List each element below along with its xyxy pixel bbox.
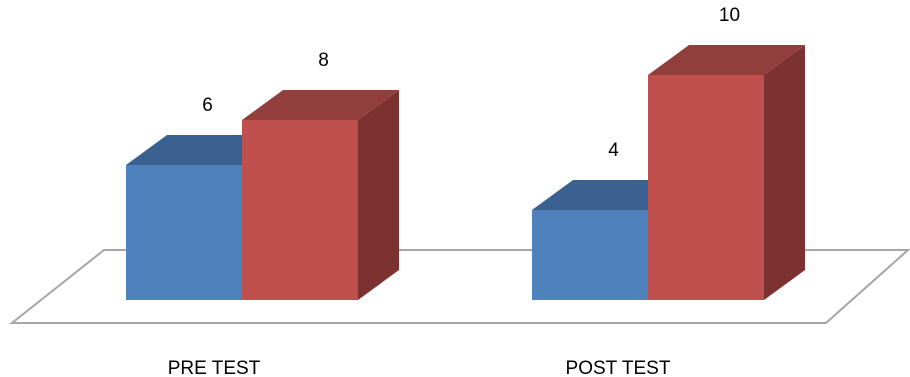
data-label: 10: [719, 5, 740, 26]
bar-front-face: [126, 165, 242, 300]
bar-side-face: [358, 90, 399, 300]
bar-front-face: [532, 210, 648, 300]
labels-layer: 6 8 4 10: [202, 5, 740, 161]
bar-2-post-test: [648, 45, 805, 300]
x-axis: PRE TEST POST TEST: [168, 358, 671, 377]
data-label: 4: [608, 140, 619, 161]
bar-side-face: [764, 45, 805, 300]
bar-top-face: [242, 90, 399, 120]
bar-top-face: [648, 45, 805, 75]
data-label: 8: [318, 50, 329, 71]
x-tick-label: PRE TEST: [168, 358, 261, 377]
bars-layer: [126, 45, 805, 300]
data-label: 6: [202, 95, 213, 116]
bar-front-face: [242, 120, 358, 300]
bar-2-pre-test: [242, 90, 399, 300]
bar-front-face: [648, 75, 764, 300]
x-tick-label: POST TEST: [566, 358, 671, 377]
